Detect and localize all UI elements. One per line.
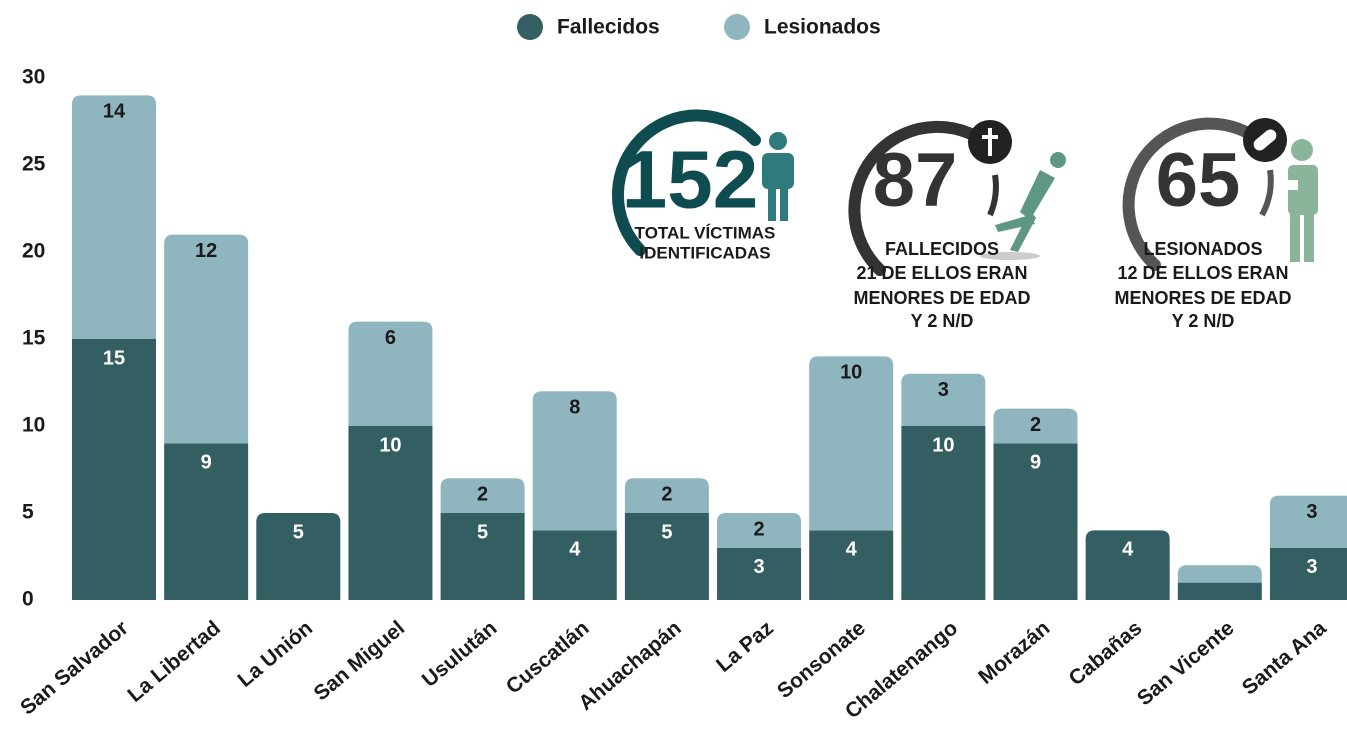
bar-segment xyxy=(1178,565,1262,582)
y-tick-label: 30 xyxy=(22,66,45,89)
infographic-text: IDENTIFICADAS xyxy=(639,243,770,262)
y-tick-label: 10 xyxy=(22,414,45,437)
value-label: 5 xyxy=(293,521,304,543)
bar-segment xyxy=(1178,583,1262,600)
x-tick-label: La Paz xyxy=(712,616,778,676)
y-tick-label: 0 xyxy=(22,588,34,611)
infographic-text: FALLECIDOS xyxy=(885,239,999,259)
value-label: 9 xyxy=(201,452,212,474)
y-tick-label: 15 xyxy=(22,327,46,350)
legend-label: Fallecidos xyxy=(557,16,660,39)
x-tick-label: San Miguel xyxy=(310,616,410,705)
x-tick-label: Morazán xyxy=(974,616,1054,688)
value-label: 4 xyxy=(846,539,858,561)
value-label: 8 xyxy=(569,396,580,418)
value-label: 9 xyxy=(1030,452,1041,474)
infographic-number: 152 xyxy=(622,135,759,226)
x-tick-label: San Vicente xyxy=(1133,616,1239,710)
infographic-text: TOTAL VÍCTIMAS xyxy=(635,223,776,242)
value-label: 10 xyxy=(932,434,954,456)
x-tick-label: Santa Ana xyxy=(1238,616,1331,699)
value-label: 2 xyxy=(661,483,672,505)
value-label: 12 xyxy=(195,240,217,262)
value-label: 4 xyxy=(1122,539,1134,561)
value-label: 3 xyxy=(1306,501,1317,523)
x-tick-label: Cuscatlán xyxy=(502,616,594,698)
infographic-text: Y 2 N/D xyxy=(1172,311,1235,331)
value-label: 4 xyxy=(569,539,581,561)
y-tick-label: 25 xyxy=(22,153,46,176)
value-label: 14 xyxy=(103,101,126,123)
infographic-text: MENORES DE EDAD xyxy=(1114,288,1291,308)
value-label: 15 xyxy=(103,347,125,369)
value-label: 2 xyxy=(753,518,764,540)
x-tick-label: San Salvador xyxy=(16,616,133,719)
infographic-text: Y 2 N/D xyxy=(911,311,974,331)
value-label: 5 xyxy=(661,521,672,543)
infographic-text: 21 DE ELLOS ERAN xyxy=(856,263,1027,283)
legend-label: Lesionados xyxy=(764,16,881,39)
value-label: 2 xyxy=(477,483,488,505)
chart: 051015202530FallecidosLesionados1514San … xyxy=(0,0,1347,747)
value-label: 5 xyxy=(477,521,488,543)
x-tick-label: La Unión xyxy=(233,616,317,691)
x-tick-label: Sonsonate xyxy=(773,616,870,703)
infographic-text: MENORES DE EDAD xyxy=(853,288,1030,308)
value-label: 3 xyxy=(753,556,764,578)
bar-segment xyxy=(164,235,248,444)
infographic-number: 65 xyxy=(1156,138,1241,223)
legend-swatch xyxy=(517,14,543,40)
legend-swatch xyxy=(724,14,750,40)
value-label: 3 xyxy=(1306,556,1317,578)
x-tick-label: La Libertad xyxy=(123,616,224,706)
bar-segment xyxy=(72,339,156,600)
value-label: 2 xyxy=(1030,414,1041,436)
y-tick-label: 5 xyxy=(22,501,34,524)
infographic-text: LESIONADOS xyxy=(1143,239,1262,259)
value-label: 3 xyxy=(938,379,949,401)
x-tick-label: Cabañas xyxy=(1065,616,1147,690)
infographic-text: 12 DE ELLOS ERAN xyxy=(1117,263,1288,283)
y-tick-label: 20 xyxy=(22,240,45,263)
value-label: 10 xyxy=(379,434,401,456)
value-label: 10 xyxy=(840,362,862,384)
bar-segment xyxy=(72,95,156,339)
x-tick-label: Usulután xyxy=(418,616,502,691)
value-label: 6 xyxy=(385,327,396,349)
infographic-number: 87 xyxy=(873,138,958,223)
